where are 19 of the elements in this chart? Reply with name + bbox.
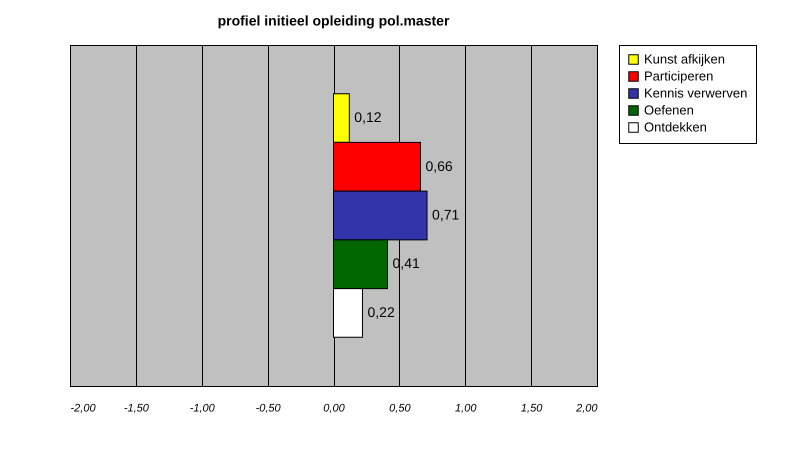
x-tick-label: -1,00: [190, 402, 216, 414]
x-tick-label: -2,00: [70, 402, 96, 414]
legend-label: Ontdekken: [644, 120, 707, 134]
x-tick-label: 1,50: [520, 402, 544, 414]
legend-label: Participeren: [644, 68, 714, 84]
data-label: 0,66: [425, 158, 453, 174]
x-tick-label: -0,50: [256, 402, 282, 414]
x-tick-label: -1,50: [124, 402, 150, 414]
data-label: 0,71: [432, 206, 460, 222]
x-tick-label: 0,00: [323, 402, 346, 414]
x-tick-label: 2,00: [575, 402, 598, 414]
legend-label: Kennis verwerven: [644, 86, 748, 100]
chart-title: profiel initieel opleiding pol.master: [218, 12, 450, 28]
legend-label: Kunst afkijken: [644, 52, 725, 66]
data-label: 0,12: [354, 109, 382, 126]
legend-label: Oefenen: [644, 102, 694, 118]
x-tick-label: 1,00: [455, 402, 478, 414]
data-label: 0,22: [367, 304, 395, 320]
x-tick-label: 0,50: [389, 402, 412, 414]
